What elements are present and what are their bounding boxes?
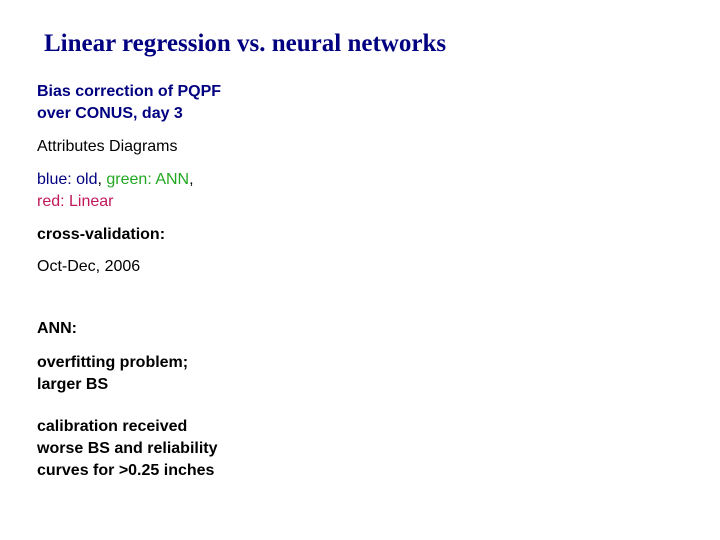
- bias-correction-line-1: Bias correction of PQPF: [37, 83, 222, 100]
- ann-heading: ANN:: [37, 320, 77, 337]
- color-legend: blue: old, green: ANN, red: Linear: [37, 169, 194, 213]
- legend-blue-old: blue: old: [37, 171, 98, 188]
- color-legend-line-1: blue: old, green: ANN,: [37, 169, 194, 191]
- period-text: Oct-Dec, 2006: [37, 258, 141, 275]
- bias-correction-line-2: over CONUS, day 3: [37, 105, 183, 122]
- calibration-note-line-3: curves for >0.25 inches: [37, 462, 215, 479]
- ann-note: overfitting problem; larger BS: [37, 352, 188, 396]
- calibration-note-line-2: worse BS and reliability: [37, 440, 218, 457]
- legend-green-ann: green: ANN: [106, 171, 190, 188]
- ann-note-line-1: overfitting problem;: [37, 354, 189, 371]
- slide-title: Linear regression vs. neural networks: [44, 30, 447, 57]
- cross-validation-heading: cross-validation:: [37, 226, 166, 243]
- ann-note-line-2: larger BS: [37, 376, 109, 393]
- calibration-note-line-1: calibration received: [37, 418, 188, 435]
- bias-correction-text: Bias correction of PQPF over CONUS, day …: [37, 81, 221, 125]
- legend-separator: ,: [97, 171, 107, 188]
- calibration-note: calibration received worse BS and reliab…: [37, 416, 218, 482]
- color-legend-line-2: red: Linear: [37, 191, 194, 213]
- attributes-diagrams-text: Attributes Diagrams: [37, 138, 178, 155]
- legend-red-linear: red: Linear: [37, 193, 114, 210]
- legend-separator: ,: [189, 171, 194, 188]
